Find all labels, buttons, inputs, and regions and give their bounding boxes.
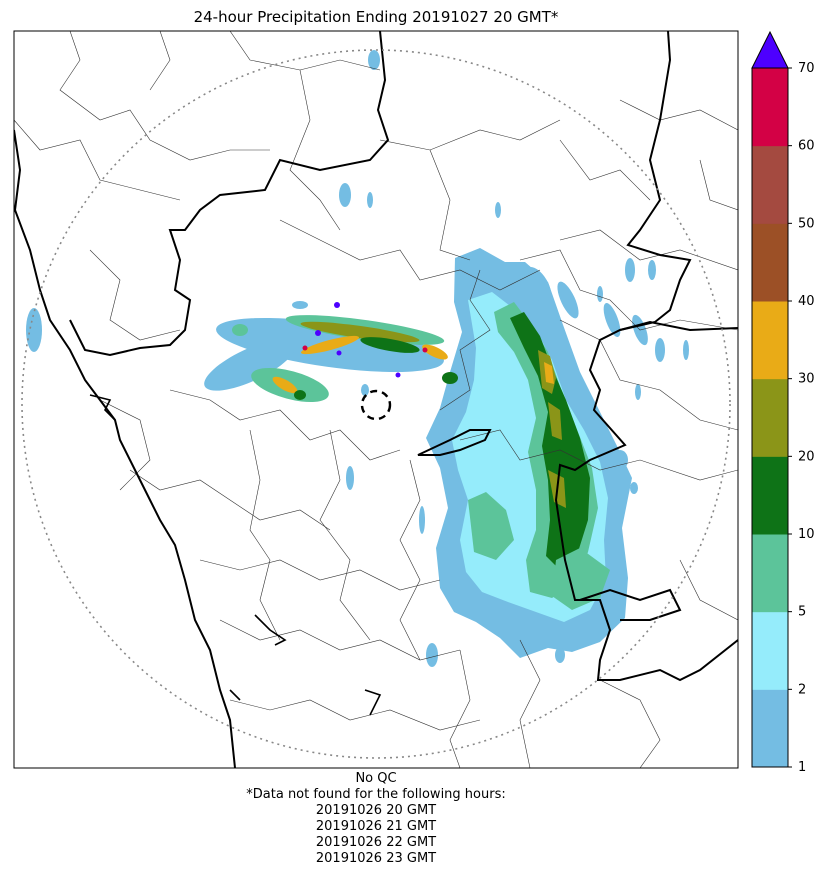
precip-band-west bbox=[204, 301, 458, 403]
map-title: 24-hour Precipitation Ending 20191027 20… bbox=[193, 8, 559, 26]
colorbar-extend-arrow bbox=[751, 30, 789, 69]
colorbar-frame bbox=[751, 67, 789, 768]
precip-streaks-east bbox=[26, 50, 689, 667]
missing-hour: 20191026 21 GMT bbox=[315, 819, 437, 834]
colorbar-segment bbox=[752, 456, 788, 535]
map-frame bbox=[13, 30, 739, 769]
colorbar-segment bbox=[752, 611, 788, 690]
colorbar-segment bbox=[752, 145, 788, 224]
colorbar-tick-label: 5 bbox=[798, 605, 806, 620]
footer-notes: No QC *Data not found for the following … bbox=[14, 771, 738, 867]
colorbar-tick-label: 2 bbox=[798, 682, 806, 697]
colorbar-tick-label: 30 bbox=[798, 372, 815, 387]
radar-site-marker bbox=[360, 389, 392, 421]
state-boundaries bbox=[14, 31, 738, 768]
colorbar-segment bbox=[752, 301, 788, 380]
missing-data-header: *Data not found for the following hours: bbox=[246, 787, 506, 802]
qc-note: No QC bbox=[355, 771, 397, 786]
colorbar-segment bbox=[752, 223, 788, 302]
colorbar-tick-label: 10 bbox=[798, 527, 815, 542]
colorbar-tick-label: 70 bbox=[798, 61, 815, 76]
coastline-details bbox=[89, 394, 382, 716]
colorbar-segment bbox=[752, 689, 788, 768]
missing-hour: 20191026 23 GMT bbox=[315, 851, 437, 866]
colorbar-segment bbox=[752, 378, 788, 457]
colorbar-segment bbox=[752, 534, 788, 613]
colorbar-tick-label: 1 bbox=[798, 760, 806, 775]
radar-range-ring bbox=[21, 49, 731, 759]
colorbar-tick-label: 40 bbox=[798, 294, 815, 309]
colorbar-tick-label: 60 bbox=[798, 139, 815, 154]
missing-hour: 20191026 20 GMT bbox=[315, 803, 437, 818]
missing-hour: 20191026 22 GMT bbox=[315, 835, 437, 850]
colorbar: 1 2 5 10 20 30 40 50 60 70 bbox=[751, 30, 815, 775]
district-boundaries bbox=[14, 31, 738, 768]
colorbar-tick-label: 50 bbox=[798, 216, 815, 231]
colorbar-segment bbox=[752, 68, 788, 147]
colorbar-tick-label: 20 bbox=[798, 449, 815, 464]
precip-band-east bbox=[426, 248, 632, 658]
